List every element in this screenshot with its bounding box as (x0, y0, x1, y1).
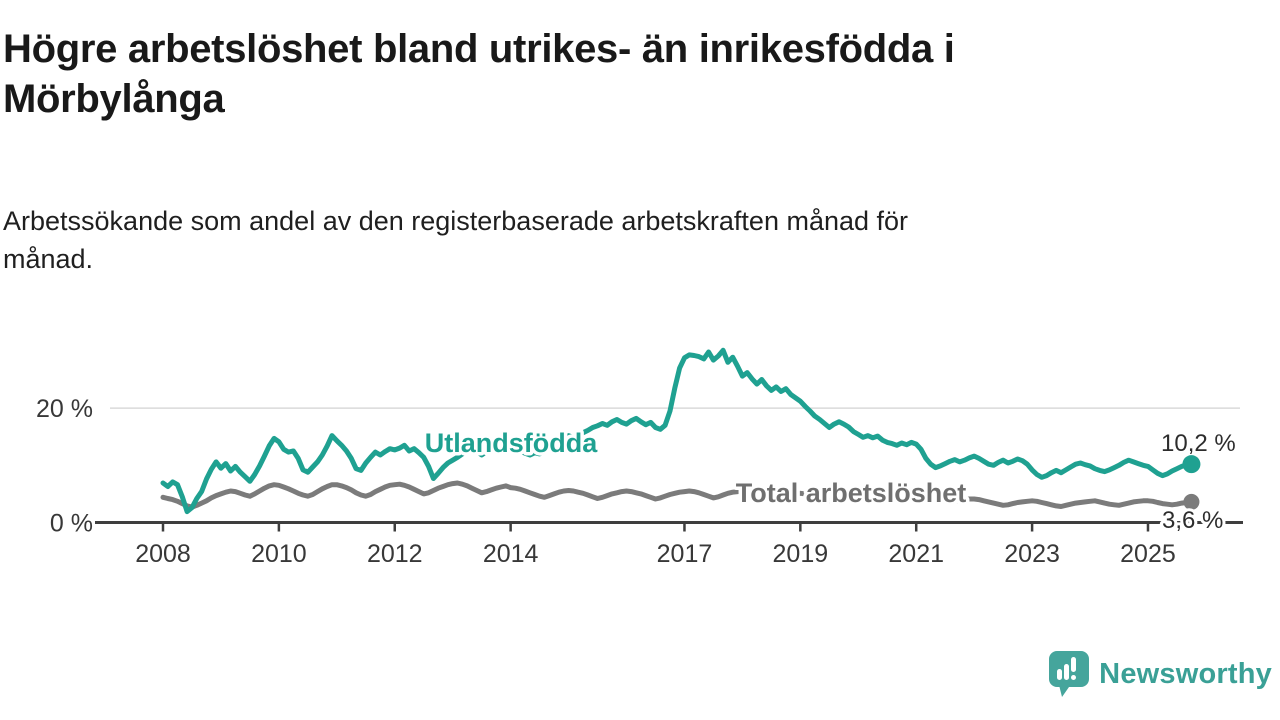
page-subtitle-line-2: månad. (3, 244, 94, 274)
series-line-total (160, 480, 1194, 510)
bar-2 (1064, 664, 1070, 680)
newsworthy-logo-text: Newsworthy (1099, 657, 1272, 690)
end-value-label-total: 3,6 % (1162, 507, 1223, 534)
y-tick-label-0: 0 % (50, 510, 93, 538)
x-tick-label-2023: 2023 (1004, 540, 1060, 568)
speech-bubble-bar-chart-icon (1049, 651, 1090, 697)
line-chart: 0 % 20 % 2008 2010 2012 2014 2017 2019 2021 2023 2… (36, 347, 1243, 568)
page-title: Högre arbetslöshet bland utrikes- än inr… (3, 24, 955, 124)
x-tick-label-2014: 2014 (483, 540, 539, 568)
x-tick-label-2021: 2021 (888, 540, 944, 568)
end-value-label-utlandsfodda: 10,2 % (1161, 430, 1236, 457)
series-end-dot-utlandsfodda (1182, 455, 1201, 474)
series-label-total: Total arbetslöshet (736, 478, 967, 508)
x-tick-label-2025: 2025 (1120, 540, 1176, 568)
x-tick-label-2008: 2008 (135, 540, 191, 568)
page-title-line-1: Högre arbetslöshet bland utrikes- än inr… (3, 27, 955, 71)
exclamation-dot (1071, 675, 1077, 680)
page-subtitle: Arbetssökande som andel av den registerb… (3, 202, 908, 278)
bar-1 (1057, 669, 1063, 680)
series-end-dot-total (1183, 493, 1200, 510)
newsworthy-logo: Newsworthy (1048, 650, 1272, 698)
series-label-utlandsfodda: Utlandsfödda (425, 428, 598, 458)
series-line-utlandsfodda (160, 347, 1194, 515)
x-tick-label-2017: 2017 (657, 540, 713, 568)
y-tick-label-20: 20 % (36, 395, 93, 423)
page-title-line-2: Mörbylånga (3, 77, 225, 121)
page-subtitle-line-1: Arbetssökande som andel av den registerb… (3, 206, 909, 236)
exclamation-bar (1071, 657, 1077, 672)
x-tick-label-2019: 2019 (773, 540, 829, 568)
x-tick-label-2010: 2010 (251, 540, 307, 568)
x-tick-label-2012: 2012 (367, 540, 423, 568)
